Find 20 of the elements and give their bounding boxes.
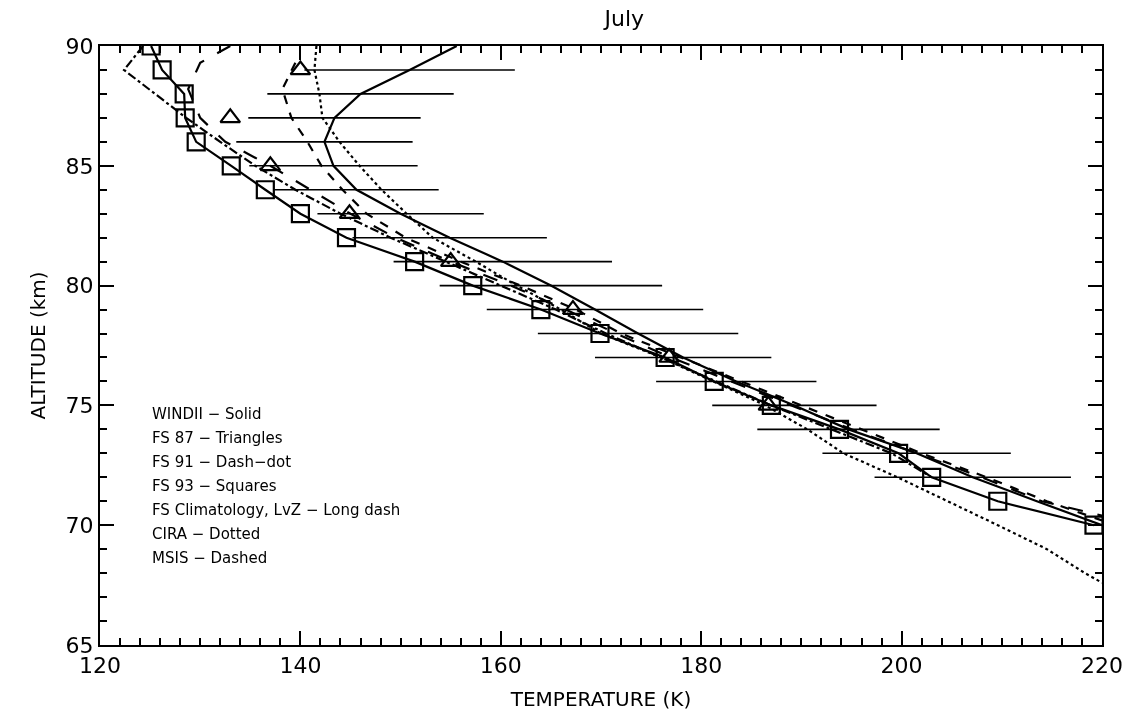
y-tick-label: 85: [65, 153, 94, 179]
y-axis-title: ALTITUDE (km): [25, 271, 50, 420]
annotation: FS 93 − Squares: [152, 477, 277, 495]
x-tick-label: 160: [479, 653, 522, 679]
y-tick-label: 75: [65, 393, 94, 419]
annotation: FS 87 − Triangles: [152, 429, 283, 447]
x-axis-title: TEMPERATURE (K): [509, 687, 692, 712]
annotation: FS 91 − Dash−dot: [152, 453, 292, 471]
annotation: FS Climatology, LvZ − Long dash: [152, 501, 401, 519]
x-tick-label: 200: [880, 653, 923, 679]
annotation: CIRA − Dotted: [152, 525, 261, 543]
chart-title: July: [602, 6, 645, 32]
annotation: MSIS − Dashed: [152, 549, 268, 567]
annotation: WINDII − Solid: [152, 405, 262, 423]
y-tick-label: 90: [65, 33, 94, 59]
y-tick-label: 70: [65, 512, 94, 538]
y-tick-label: 80: [65, 273, 94, 299]
x-tick-label: 140: [279, 653, 322, 679]
x-tick-label: 180: [680, 653, 723, 679]
x-tick-label: 220: [1081, 653, 1123, 679]
